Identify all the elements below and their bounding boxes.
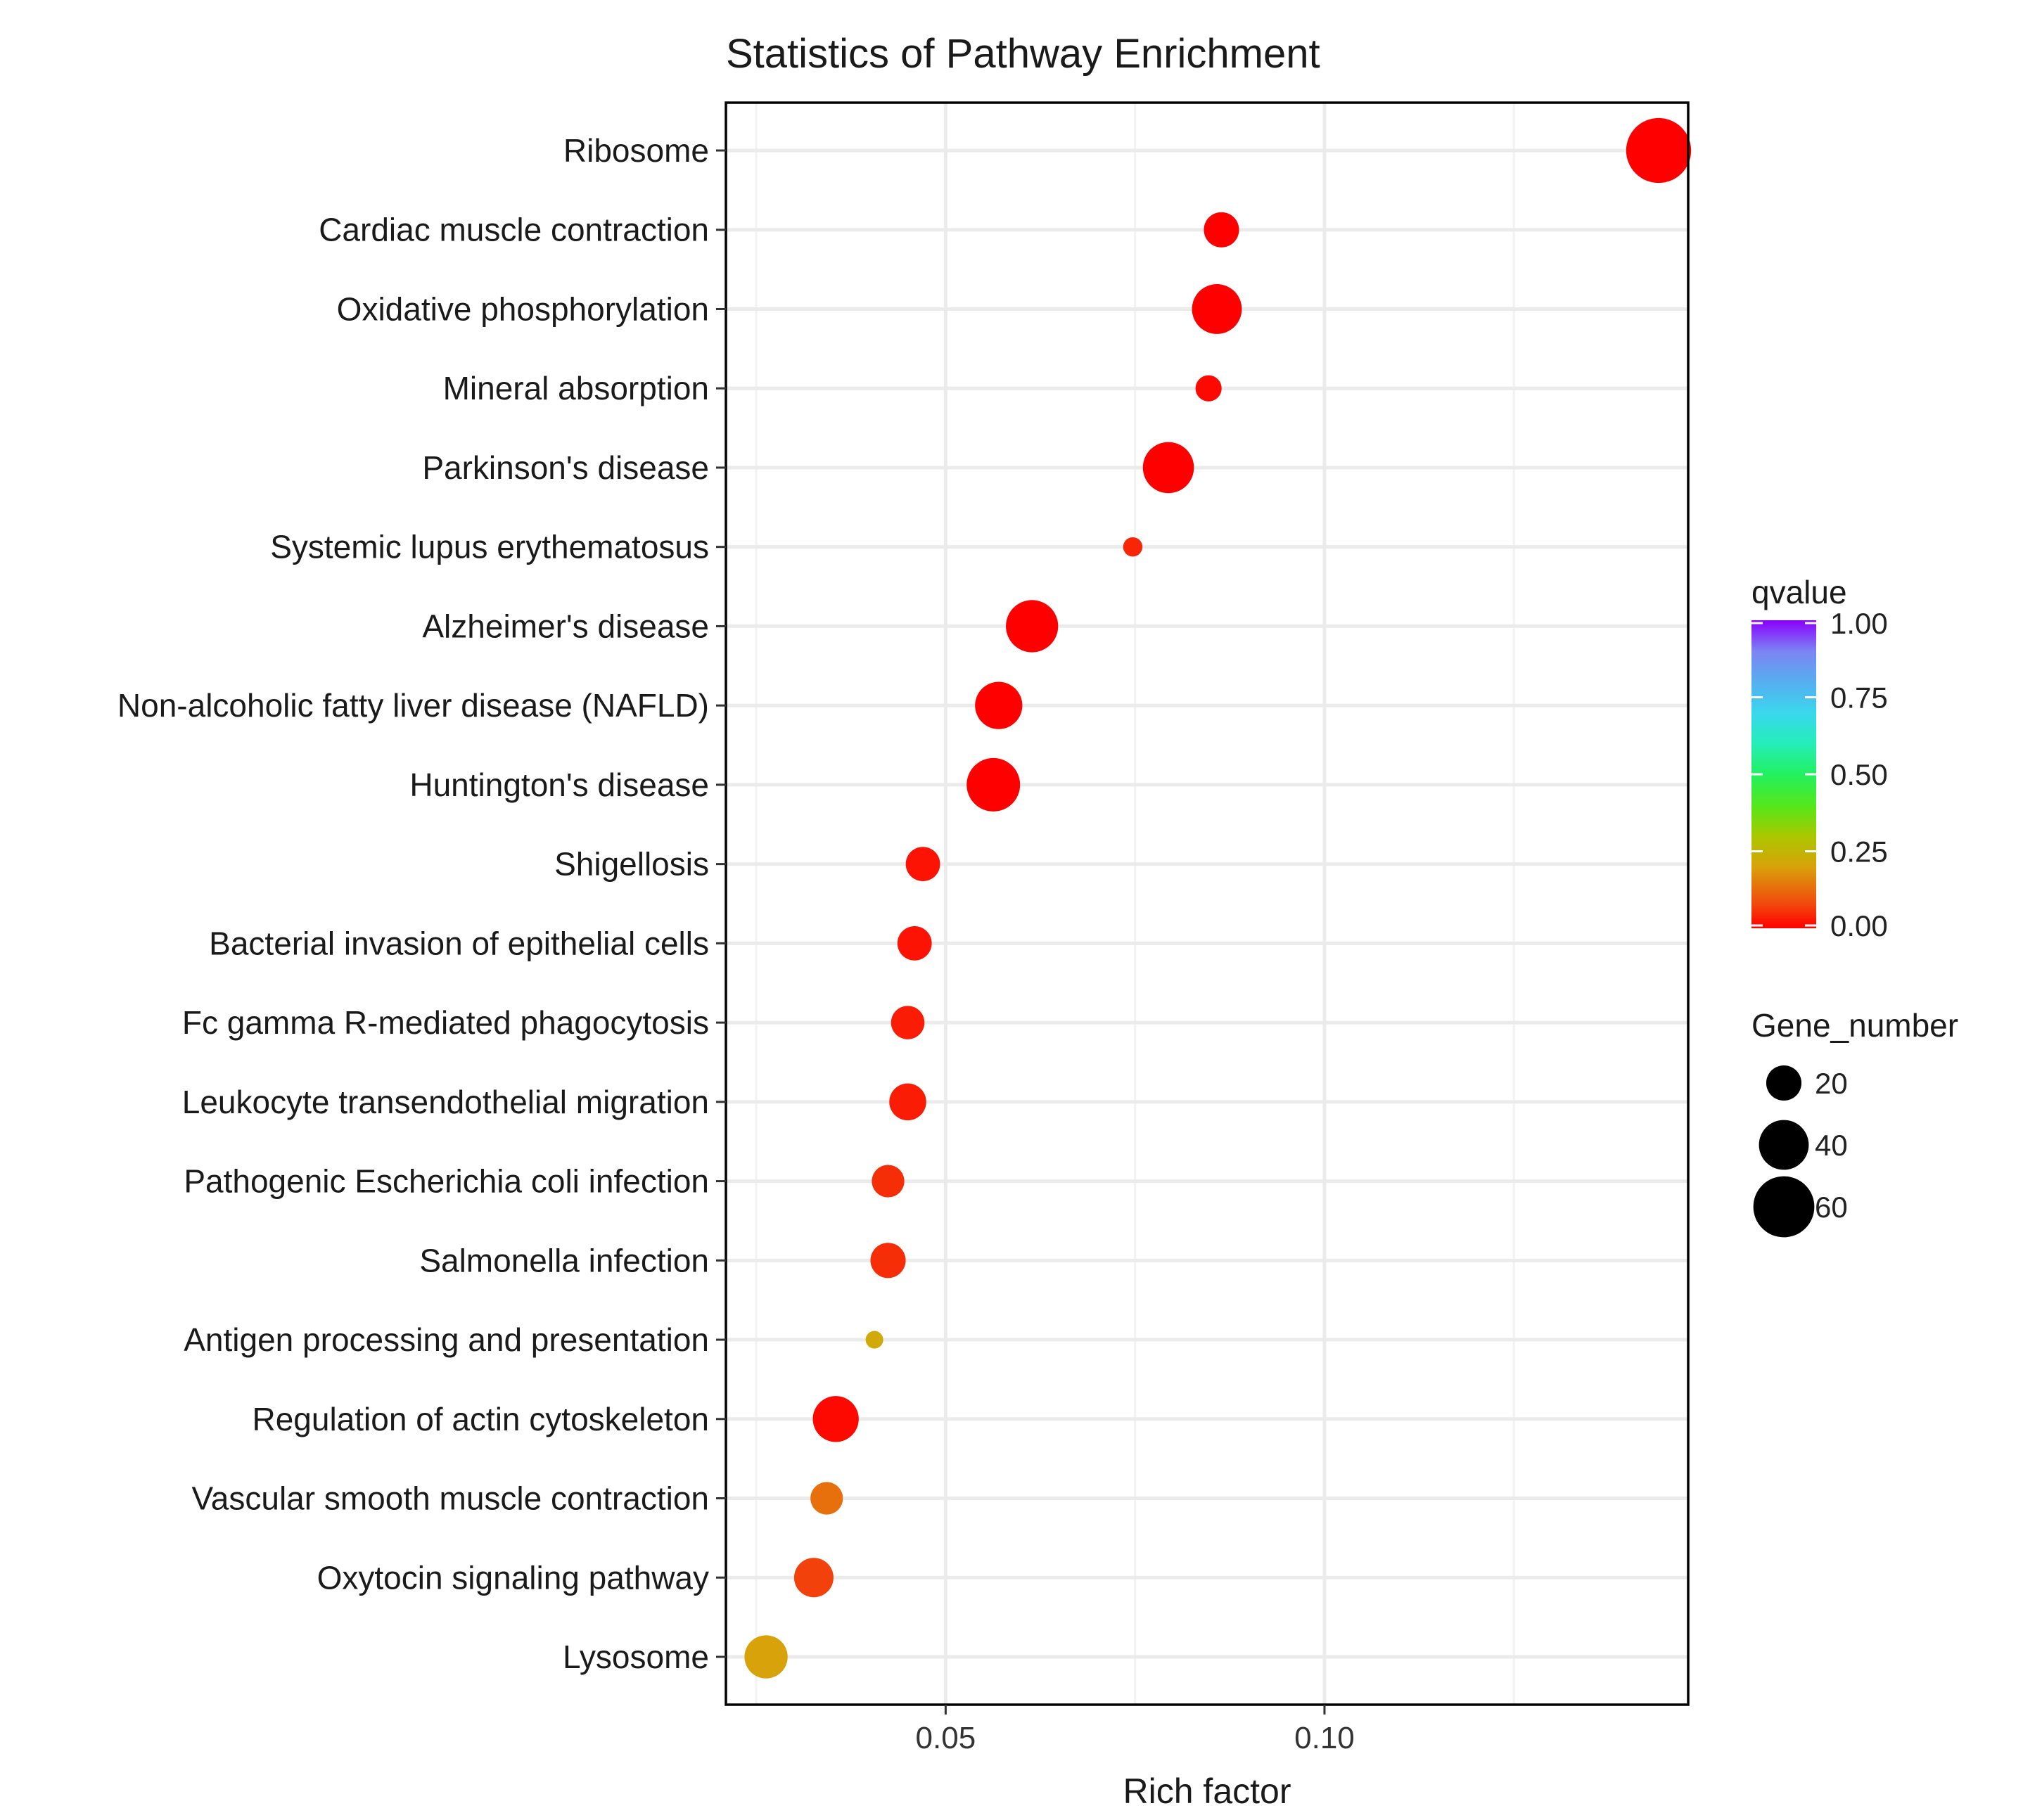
y-tick-label: Oxytocin signaling pathway (317, 1559, 709, 1596)
data-point (1626, 117, 1692, 184)
y-tick-label: Lysosome (563, 1639, 709, 1675)
data-point (1195, 375, 1222, 402)
data-point (793, 1558, 834, 1598)
y-tick-label: Mineral absorption (443, 370, 709, 406)
data-point (1204, 212, 1239, 248)
gene-number-key (1753, 1176, 1815, 1238)
y-tick-label: Antigen processing and presentation (184, 1321, 709, 1358)
x-axis: 0.05 0.10 (916, 1705, 1355, 1755)
gene-number-legend-keys: 20 40 60 (1753, 1065, 1848, 1238)
colorbar-tick-label: 0.25 (1830, 835, 1888, 869)
y-tick-label: Pathogenic Escherichia coli infection (184, 1163, 709, 1200)
x-tick-label: 0.05 (916, 1721, 976, 1755)
y-axis: Ribosome Cardiac muscle contraction Oxidat… (117, 132, 726, 1675)
gene-number-key (1759, 1120, 1809, 1170)
data-point (744, 1635, 788, 1679)
chart-title: Statistics of Pathway Enrichment (726, 31, 1320, 77)
colorbar-tick-label: 1.00 (1830, 607, 1888, 640)
y-tick-label: Regulation of actin cytoskeleton (252, 1401, 709, 1437)
data-point (975, 681, 1023, 729)
major-gridlines (726, 103, 1688, 1705)
gene-number-key-label: 40 (1815, 1129, 1848, 1162)
x-axis-title: Rich factor (1123, 1771, 1291, 1811)
y-tick-label: Shigellosis (554, 846, 709, 883)
y-tick-label: Leukocyte transendothelial migration (182, 1084, 709, 1120)
data-point (1192, 284, 1242, 334)
data-points (744, 117, 1692, 1679)
y-tick-label: Oxidative phosphorylation (337, 290, 709, 327)
gene-number-key-label: 60 (1815, 1191, 1848, 1224)
qvalue-legend-title: qvalue (1751, 574, 1847, 610)
data-point (891, 1006, 925, 1039)
minor-gridlines (755, 103, 1515, 1705)
plot-border (725, 101, 1690, 1706)
colorbar-tick-label: 0.50 (1830, 758, 1888, 791)
gene-number-key (1766, 1065, 1802, 1101)
gene-number-legend-title: Gene_number (1751, 1007, 1958, 1044)
data-point (1006, 600, 1059, 653)
y-tick-label: Systemic lupus erythematosus (270, 529, 709, 565)
data-point (889, 1083, 926, 1121)
x-tick-label: 0.10 (1294, 1721, 1355, 1755)
data-point (872, 1165, 905, 1198)
data-point (812, 1396, 859, 1442)
gene-number-legend: Gene_number 20 40 60 (1751, 1007, 1958, 1238)
y-tick-label: Non-alcoholic fatty liver disease (NAFLD… (117, 687, 709, 724)
qvalue-colorbar-ticks: 1.00 0.75 0.50 0.25 0.00 (1751, 607, 1888, 942)
y-tick-label: Alzheimer's disease (422, 608, 709, 644)
data-point (870, 1243, 906, 1279)
y-tick-label: Parkinson's disease (422, 449, 709, 486)
plot-panel (726, 103, 1688, 1705)
data-point (865, 1331, 883, 1349)
y-tick-label: Vascular smooth muscle contraction (192, 1480, 709, 1517)
colorbar-tick-label: 0.00 (1830, 909, 1888, 942)
y-tick-label: Ribosome (563, 132, 709, 169)
y-tick-label: Huntington's disease (409, 767, 709, 803)
y-tick-label: Fc gamma R-mediated phagocytosis (182, 1004, 709, 1041)
gene-number-key-label: 20 (1815, 1067, 1848, 1100)
data-point (1123, 537, 1143, 557)
data-point (897, 925, 932, 961)
y-tick-label: Salmonella infection (419, 1242, 709, 1279)
data-point (905, 847, 940, 882)
colorbar-tick-label: 0.75 (1830, 681, 1888, 714)
data-point (1142, 442, 1194, 494)
y-tick-label: Bacterial invasion of epithelial cells (209, 925, 709, 961)
data-point (810, 1482, 843, 1515)
data-point (966, 757, 1021, 812)
y-tick-label: Cardiac muscle contraction (319, 212, 709, 248)
qvalue-legend: qvalue 1.00 0.75 0.50 0.25 0.00 (1751, 574, 1888, 942)
